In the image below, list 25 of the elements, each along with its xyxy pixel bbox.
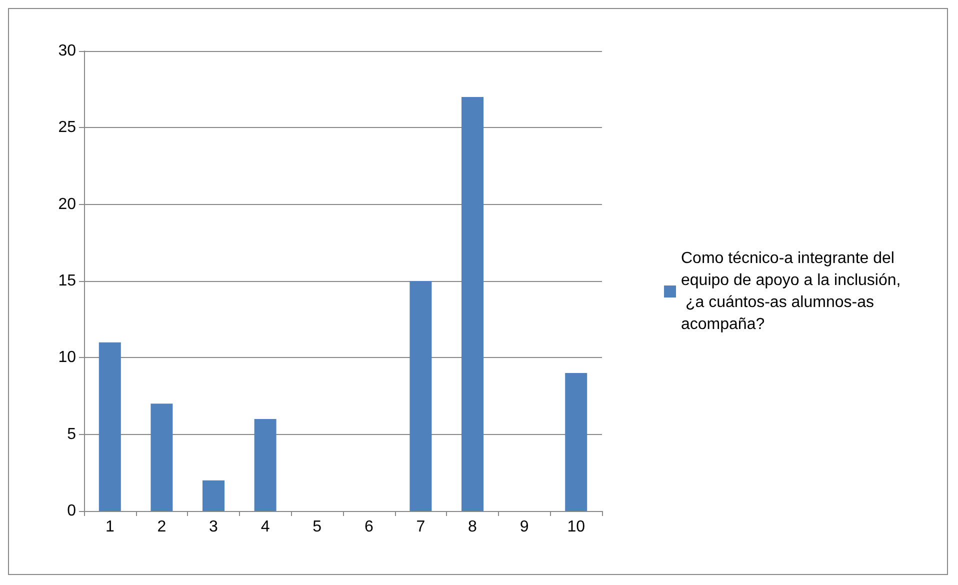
bar <box>254 419 276 511</box>
x-tick-label: 4 <box>260 518 270 536</box>
x-tick-label: 10 <box>567 518 586 536</box>
x-tick-label: 6 <box>364 518 374 536</box>
legend-label: Como técnico-a integrante del equipo de apoyo a la inclusión, ¿a cuántos-as alumnos-as acompaña? <box>681 250 901 333</box>
y-tick-label: 0 <box>67 502 76 520</box>
x-tick-label: 7 <box>416 518 426 536</box>
bar <box>98 342 121 511</box>
x-tick-label: 8 <box>468 518 478 536</box>
bar <box>202 480 224 511</box>
bar <box>462 97 484 511</box>
y-tick-label: 25 <box>58 119 76 136</box>
y-tick-label: 30 <box>58 42 76 60</box>
y-tick-label: 20 <box>58 196 76 213</box>
x-tick-label: 3 <box>209 518 218 536</box>
x-tick-label: 1 <box>105 518 114 536</box>
x-tick-label: 9 <box>520 518 529 536</box>
y-tick-label: 5 <box>67 426 76 443</box>
bar <box>150 404 173 511</box>
y-tick-label: 10 <box>58 349 76 366</box>
x-tick-label: 2 <box>157 518 166 536</box>
bar <box>565 373 588 511</box>
bar <box>410 281 432 511</box>
y-tick-label: 15 <box>58 272 76 290</box>
x-tick-label: 5 <box>312 518 322 536</box>
